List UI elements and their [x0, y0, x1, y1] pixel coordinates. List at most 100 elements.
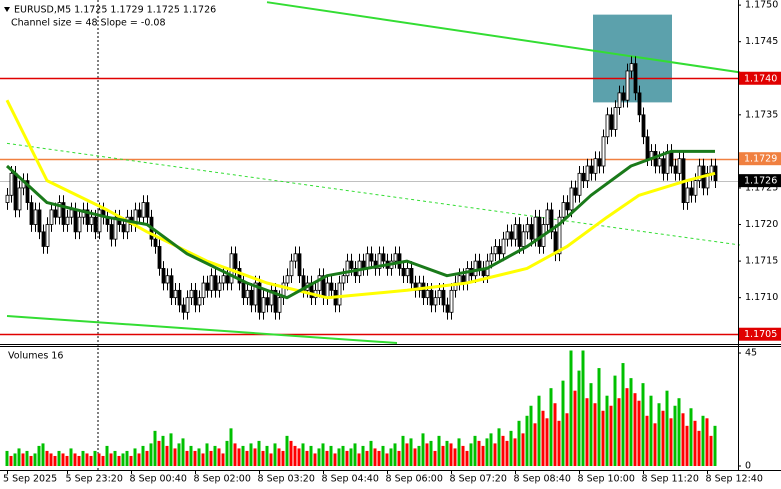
price-label-box [739, 174, 781, 188]
candle-body [605, 114, 610, 138]
x-tick-label: 8 Sep 00:40 [130, 474, 187, 485]
y-tick-label: 1.1745 [745, 36, 778, 47]
volume-bar [337, 448, 341, 466]
volume-bar [73, 453, 77, 466]
volume-bar [213, 445, 217, 466]
x-tick-label: 8 Sep 10:00 [578, 474, 635, 485]
volume-bar [257, 440, 261, 466]
volume-bar [53, 455, 57, 466]
candle-body [637, 92, 642, 116]
volume-bar [81, 450, 85, 466]
candle-body [425, 289, 430, 299]
volume-bar [637, 400, 641, 466]
volume-bar [685, 425, 689, 466]
volume-bar [21, 453, 25, 466]
moving-average [5, 99, 716, 300]
volume-bar [117, 455, 121, 466]
price-label-box [739, 71, 781, 85]
volume-bar [181, 438, 185, 466]
chart-subtitle: Channel size = 48 Slope = -0.08 [11, 18, 166, 29]
chart-title: EURUSD,M5 1.1725 1.1729 1.1725 1.1726 [14, 5, 216, 16]
volume-bar [277, 448, 281, 466]
candle-body [429, 289, 434, 306]
volume-bar [425, 443, 429, 466]
price-label: 1.1740 [744, 73, 777, 84]
volume-bar [489, 433, 493, 466]
candle-body [189, 289, 194, 299]
volume-bar [281, 450, 285, 466]
volume-bar [57, 450, 61, 466]
volume-bar [369, 440, 373, 466]
volume-bar [385, 453, 389, 466]
candle-body [697, 165, 702, 182]
volume-bar [233, 443, 237, 466]
volume-bar [549, 388, 553, 466]
volume-bar [377, 450, 381, 466]
volume-bar [353, 443, 357, 466]
candle-body [253, 282, 258, 306]
volume-bar [201, 453, 205, 466]
volume-bar [613, 375, 617, 466]
candle-body [329, 282, 334, 291]
candle-body [601, 136, 606, 167]
candle-body [85, 209, 90, 225]
volume-bar [109, 453, 113, 466]
volume-bar [601, 410, 605, 466]
volume-bar [645, 415, 649, 466]
volume-bar [309, 445, 313, 466]
candle-body [665, 150, 670, 174]
volume-bar [101, 455, 105, 466]
volume-bar [89, 455, 93, 466]
volume-bar [681, 413, 685, 466]
volume-bar [557, 420, 561, 466]
candle-body [609, 114, 614, 130]
volume-bar [437, 435, 441, 466]
volume-bar [17, 448, 21, 466]
volume-bar [625, 388, 629, 466]
candle-body [9, 172, 14, 196]
moving-average [5, 149, 715, 300]
candle-body [257, 282, 262, 313]
candle-body [645, 136, 650, 160]
volume-bar [605, 395, 609, 466]
volume-bar [673, 405, 677, 466]
candle-body [401, 268, 406, 277]
symbol-menu-icon [4, 7, 10, 12]
volume-bar [677, 398, 681, 466]
volume-bar [253, 448, 257, 466]
volume-bar [497, 428, 501, 466]
volume-bar [565, 413, 569, 466]
candle-body [145, 202, 150, 218]
volume-bar [409, 438, 413, 466]
volume-bar [293, 445, 297, 466]
y-tick-label: 1.1725 [745, 182, 778, 193]
volume-bar [29, 455, 33, 466]
volume-bar [301, 443, 305, 466]
candle-body [245, 289, 250, 299]
candle-body [705, 172, 710, 189]
candle-body [393, 253, 398, 262]
candle-body [625, 70, 630, 101]
candle-body [505, 231, 510, 240]
volume-bar [77, 455, 81, 466]
volume-bar [9, 455, 13, 466]
volume-bar [365, 450, 369, 466]
candle-body [589, 165, 594, 174]
volume-bar [405, 443, 409, 466]
x-tick-label: 8 Sep 02:00 [194, 474, 251, 485]
volume-bar [521, 433, 525, 466]
x-tick-label: 8 Sep 08:40 [514, 474, 571, 485]
candle-body [549, 209, 554, 233]
candle-body [657, 158, 662, 167]
volume-bar [37, 445, 41, 466]
volume-bar [349, 448, 353, 466]
candle-body [361, 260, 366, 269]
volume-bar [709, 435, 713, 466]
volume-bar [593, 403, 597, 466]
y-tick-label: 45 [745, 348, 757, 359]
volume-bar [105, 445, 109, 466]
volume-bar [669, 418, 673, 466]
volume-bar [373, 448, 377, 466]
volume-bar [493, 443, 497, 466]
volume-bar [33, 453, 37, 466]
